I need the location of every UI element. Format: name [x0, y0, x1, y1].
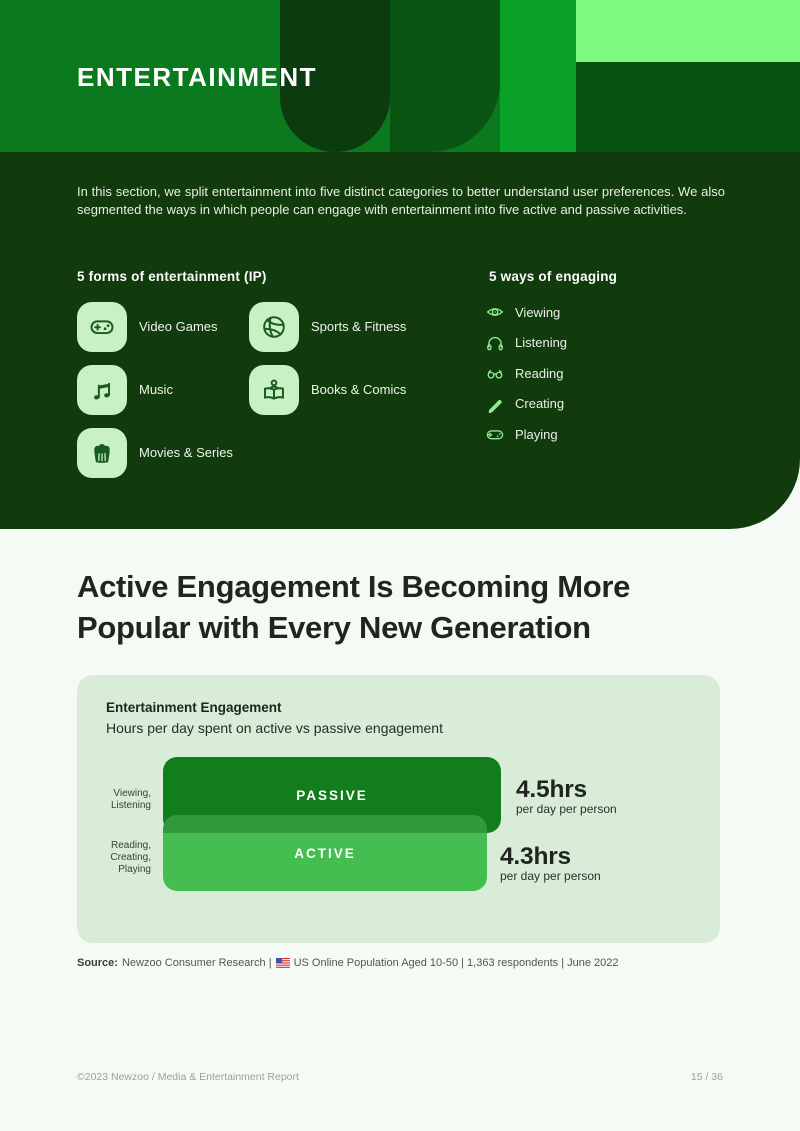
- banner-shape-arch-mid: [390, 0, 500, 152]
- passive-bar-label: PASSIVE: [296, 787, 368, 803]
- banner-shape-dark-block: [576, 62, 800, 152]
- engage-item-listening: Listening: [486, 328, 567, 359]
- basketball-icon: [249, 302, 299, 352]
- engage-item-creating: Creating: [486, 389, 567, 420]
- engage-item-label: Reading: [515, 365, 564, 381]
- forms-of-entertainment: Video Games Music Movie: [77, 302, 467, 482]
- form-item-label: Books & Comics: [311, 382, 407, 397]
- engage-item-label: Listening: [515, 335, 568, 351]
- music-note-icon: [77, 365, 127, 415]
- glasses-icon: [487, 370, 503, 379]
- active-bar: ACTIVE: [163, 815, 487, 891]
- passive-category-label: Viewing, Listening: [110, 788, 151, 811]
- ways-of-engaging: Viewing Listening Reading: [486, 297, 567, 450]
- value-caption: per day per person: [500, 869, 601, 883]
- gamepad-icon: [77, 302, 127, 352]
- page-header-banner: ENTERTAINMENT: [0, 0, 800, 152]
- engage-item-playing: Playing: [486, 419, 567, 450]
- banner-shape-bright-column: [500, 0, 576, 152]
- active-value: 4.3hrs per day per person: [500, 843, 601, 884]
- source-text-before: Newzoo Consumer Research |: [121, 957, 272, 969]
- us-flag-icon: [275, 958, 290, 968]
- engage-item-label: Viewing: [515, 304, 561, 320]
- intro-paragraph: In this section, we split entertainment …: [77, 184, 725, 217]
- eye-icon: [486, 308, 504, 317]
- active-category-label: Reading, Creating, Playing: [110, 840, 151, 875]
- value-number: 4.3hrs: [500, 843, 571, 870]
- book-reader-icon: [249, 365, 299, 415]
- footer-page-number: 15 / 36: [690, 1071, 723, 1083]
- chart-title: Entertainment Engagement: [106, 700, 282, 715]
- engage-item-label: Creating: [515, 396, 565, 412]
- form-item-label: Sports & Fitness: [311, 319, 407, 334]
- forms-heading: 5 forms of entertainment (IP): [77, 269, 267, 284]
- intro-section: In this section, we split entertainment …: [0, 152, 800, 529]
- engage-item-reading: Reading: [486, 358, 567, 389]
- active-bar-label: ACTIVE: [294, 845, 356, 861]
- section-headline: Active Engagement Is Becoming More Popul…: [77, 569, 631, 645]
- pencil-icon: [488, 399, 502, 413]
- engaging-heading: 5 ways of engaging: [489, 269, 618, 284]
- source-line: Source: Newzoo Consumer Research | US On…: [77, 956, 757, 970]
- passive-value: 4.5hrs per day per person: [516, 776, 617, 817]
- source-text-after: US Online Population Aged 10-50 | 1,363 …: [293, 957, 619, 969]
- chart-subtitle: Hours per day spent on active vs passive…: [106, 720, 443, 736]
- engage-item-label: Playing: [515, 426, 558, 442]
- gamepad-icon: [486, 430, 504, 440]
- chart-card: Entertainment Engagement Hours per day s…: [77, 675, 720, 943]
- page-title: ENTERTAINMENT: [77, 62, 318, 92]
- footer-copyright: ©2023 Newzoo / Media & Entertainment Rep…: [77, 1071, 299, 1083]
- engage-item-viewing: Viewing: [486, 297, 567, 328]
- form-item-label: Video Games: [139, 319, 218, 334]
- footer: ©2023 Newzoo / Media & Entertainment Rep…: [77, 1071, 723, 1083]
- headphones-icon: [487, 336, 503, 351]
- banner-shape-light-block: [576, 0, 800, 62]
- value-number: 4.5hrs: [516, 776, 587, 803]
- form-item-label: Music: [139, 382, 173, 397]
- banner-shape-arch-dark: [280, 0, 390, 152]
- popcorn-icon: [77, 428, 127, 478]
- form-item-label: Movies & Series: [139, 445, 233, 460]
- source-label: Source:: [77, 957, 118, 969]
- value-caption: per day per person: [516, 802, 617, 816]
